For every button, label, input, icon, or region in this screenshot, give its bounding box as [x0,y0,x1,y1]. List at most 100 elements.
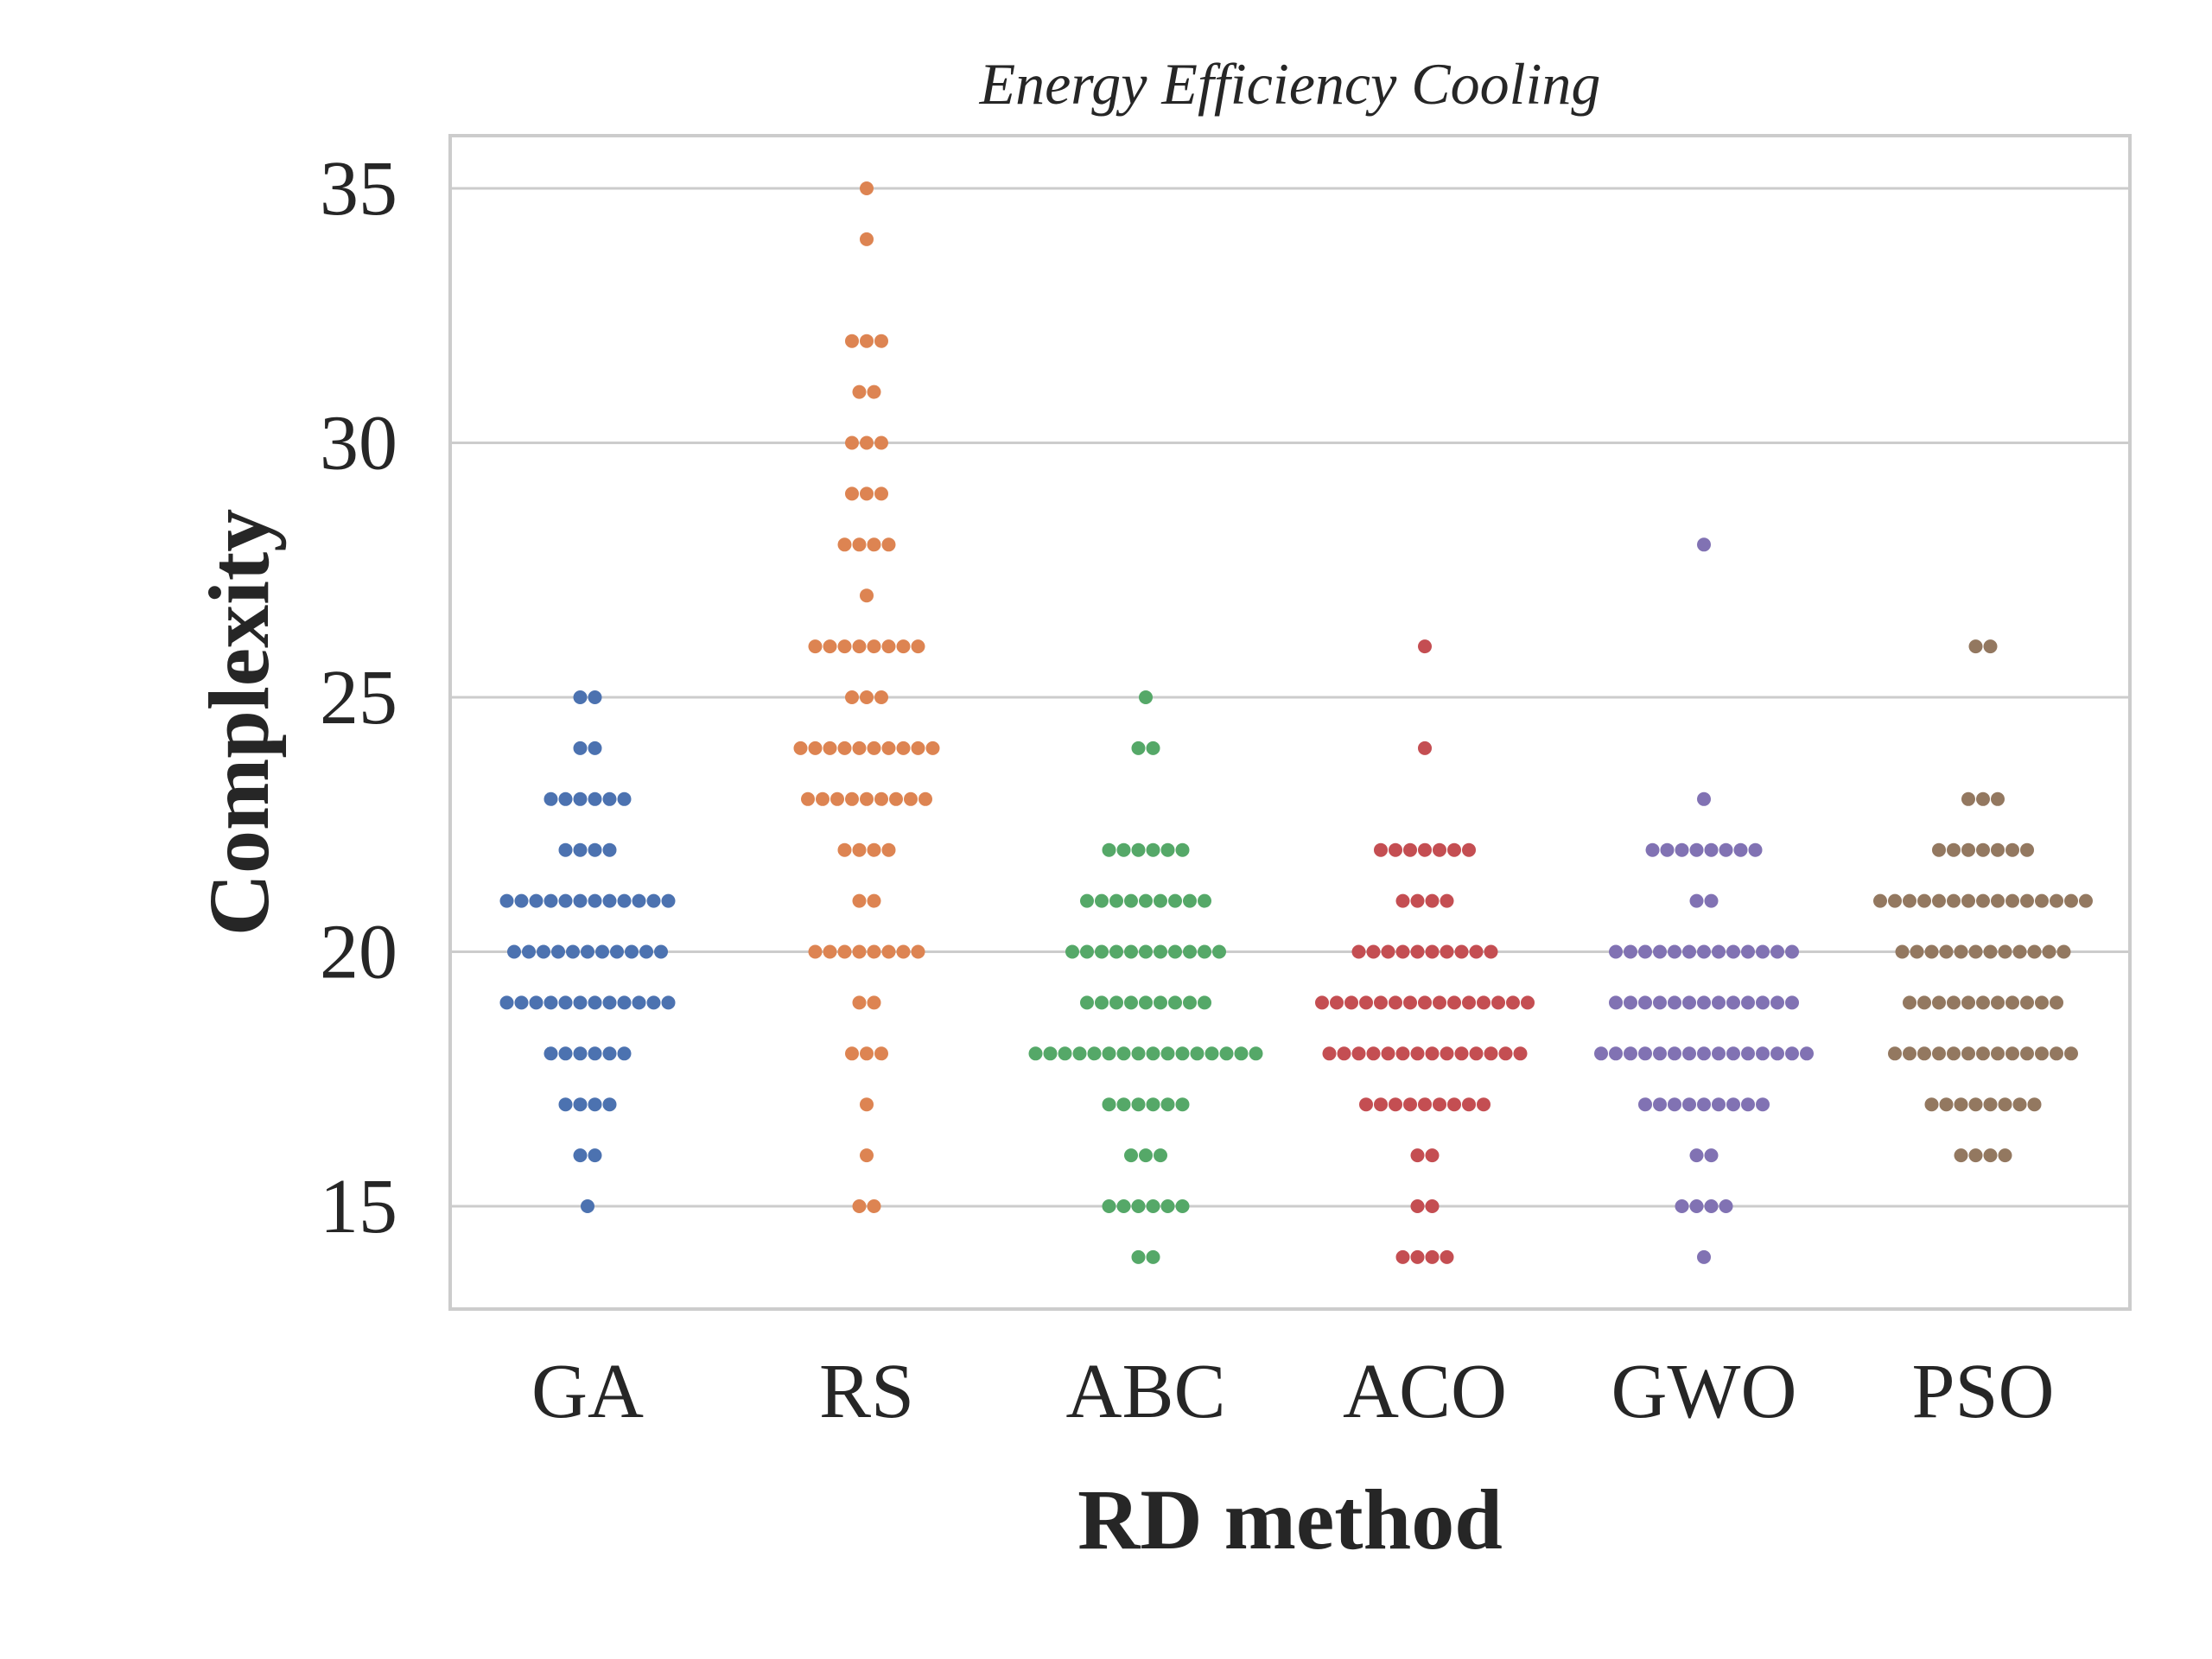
data-point [1689,1199,1704,1213]
data-point [1131,1199,1146,1213]
data-point [595,944,609,959]
data-point [1359,995,1373,1010]
data-point [867,385,881,399]
data-point [1116,842,1131,857]
data-point [1403,1097,1417,1112]
data-point [874,486,888,501]
data-point [1095,944,1109,959]
x-tick-labels: GA RS ABC ACO GWO PSO [531,1349,2055,1434]
data-point [543,893,558,908]
data-point [1146,1249,1160,1264]
data-point [1102,1199,1116,1213]
data-point [514,893,529,908]
data-point [558,1046,573,1061]
series-aco [1315,639,1535,1264]
data-point [808,639,823,654]
data-point [1653,995,1667,1010]
data-point [2035,995,2049,1010]
data-point [1961,1046,1975,1061]
data-point [1748,842,1763,857]
data-point [1983,639,1998,654]
data-point [1139,1148,1153,1163]
data-point [1675,842,1689,857]
data-point [1109,944,1123,959]
data-point [1947,1046,1961,1061]
data-point [1168,893,1182,908]
data-point [581,1199,594,1213]
data-point [1968,1097,1983,1112]
series-rs [793,181,940,1213]
data-point [1712,944,1726,959]
data-point [1234,1046,1249,1061]
data-point [1447,1097,1461,1112]
data-point [1998,944,2012,959]
data-point [1395,1249,1410,1264]
data-point [1954,1097,1968,1112]
data-point [1785,1046,1799,1061]
data-point [1910,944,1924,959]
data-point [889,791,903,806]
data-point [1374,1097,1388,1112]
data-point [1102,1046,1116,1061]
data-point [581,944,594,959]
data-point [1183,995,1197,1010]
data-point [1433,995,1446,1010]
data-point [1689,842,1704,857]
data-point [1697,995,1711,1010]
data-point [1682,1097,1696,1112]
y-axis-label: Complexity [191,509,287,936]
data-point [1668,1046,1681,1061]
data-point [845,334,859,348]
data-point [2050,995,2063,1010]
data-point [1124,944,1138,959]
series-pso [1873,639,2093,1163]
data-point [573,893,588,908]
data-point [867,1199,881,1213]
data-point [573,690,588,704]
data-point [1462,1097,1476,1112]
y-tick-label: 25 [320,655,397,741]
data-point [1389,842,1402,857]
data-point [1726,995,1740,1010]
data-point [1917,893,1931,908]
data-point [881,944,896,959]
data-point [1095,995,1109,1010]
data-point [1609,995,1623,1010]
data-point [1653,944,1667,959]
data-point [1168,944,1182,959]
data-point [1198,944,1211,959]
data-point [867,741,881,755]
data-point [522,944,536,959]
data-point [1366,1046,1381,1061]
data-point [1160,842,1175,857]
data-point [1080,995,1094,1010]
data-point [1116,1199,1131,1213]
data-point [499,995,514,1010]
data-point [529,893,543,908]
data-point [1175,1097,1190,1112]
data-point [1756,995,1770,1010]
data-point [1968,1148,1983,1163]
data-point [867,537,881,552]
data-point [1168,995,1182,1010]
data-point [543,1046,558,1061]
data-point [1403,842,1417,857]
data-point [1668,1097,1681,1112]
data-point [852,537,867,552]
data-point [1506,995,1520,1010]
data-point [874,690,888,704]
data-point [845,486,859,501]
data-point [588,893,602,908]
data-point [1947,893,1961,908]
data-point [1998,1148,2012,1163]
data-point [573,1148,588,1163]
data-point [632,893,646,908]
data-point [1366,944,1381,959]
data-point [1381,944,1395,959]
data-point [1513,1046,1528,1061]
data-point [852,842,867,857]
data-point [1947,842,1961,857]
data-point [1594,1046,1608,1061]
data-points [499,181,2093,1264]
